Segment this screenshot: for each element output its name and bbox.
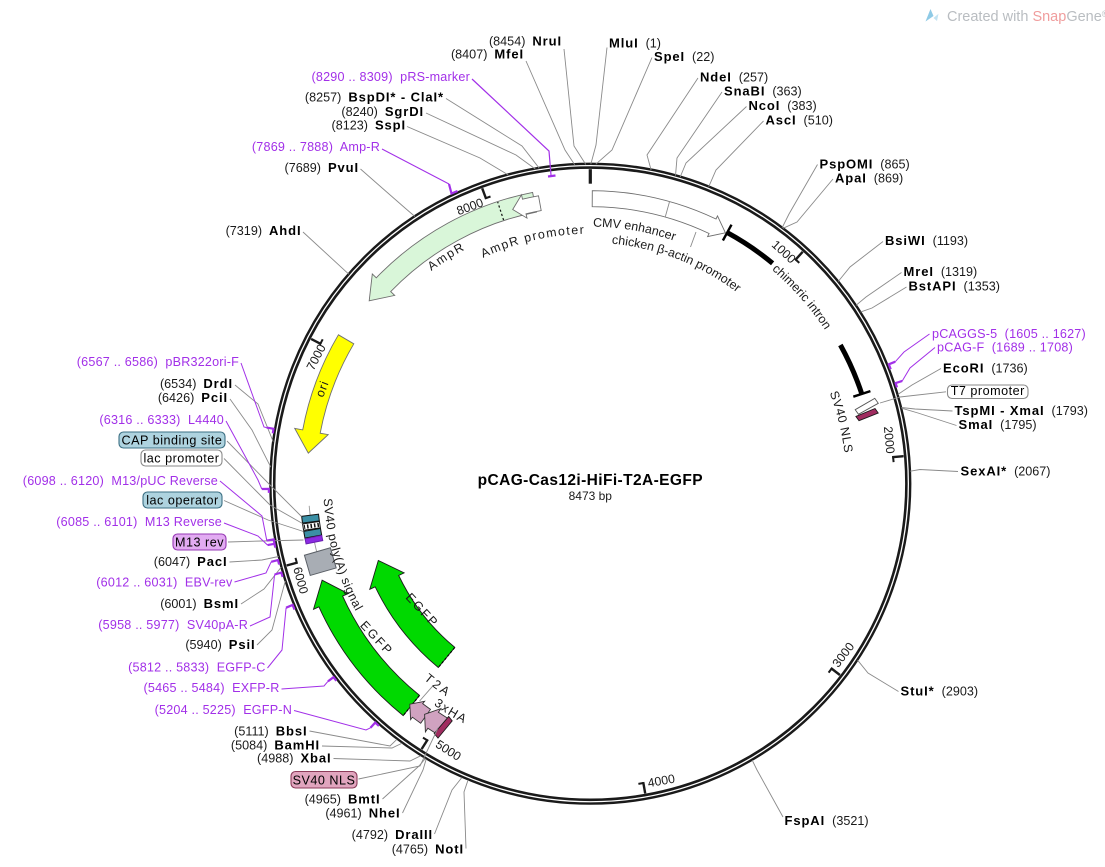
svg-text:(6534) DrdI: (6534) DrdI — [160, 376, 233, 391]
svg-text:SexAI* (2067): SexAI* (2067) — [961, 463, 1051, 478]
svg-text:(8257) BspDI* - ClaI*: (8257) BspDI* - ClaI* — [305, 90, 444, 105]
svg-text:Created with SnapGene®: Created with SnapGene® — [947, 9, 1105, 25]
svg-text:8473 bp: 8473 bp — [569, 489, 613, 503]
svg-text:M13 rev: M13 rev — [175, 536, 224, 550]
svg-text:(4988) XbaI: (4988) XbaI — [257, 751, 331, 766]
svg-text:(6085 .. 6101) M13 Reverse: (6085 .. 6101) M13 Reverse — [56, 515, 222, 529]
svg-text:lac operator: lac operator — [146, 494, 219, 508]
svg-text:TspMI - XmaI (1793): TspMI - XmaI (1793) — [955, 403, 1088, 418]
svg-text:NcoI (383): NcoI (383) — [749, 98, 817, 113]
svg-text:(6316 .. 6333) L4440: (6316 .. 6333) L4440 — [99, 413, 224, 427]
svg-text:(5084) BamHI: (5084) BamHI — [231, 738, 320, 753]
svg-text:6000: 6000 — [290, 565, 311, 595]
svg-text:(6098 .. 6120) M13/pUC Revers: (6098 .. 6120) M13/pUC Reverse — [23, 474, 218, 488]
svg-text:(7319) AhdI: (7319) AhdI — [226, 223, 302, 238]
svg-text:(6047) PacI: (6047) PacI — [154, 554, 228, 569]
svg-text:(4792) DraIII: (4792) DraIII — [352, 827, 433, 842]
svg-text:(6012 .. 6031) EBV-rev: (6012 .. 6031) EBV-rev — [96, 576, 233, 590]
svg-text:PspOMI (865): PspOMI (865) — [820, 156, 910, 171]
svg-text:(5958 .. 5977) SV40pA-R: (5958 .. 5977) SV40pA-R — [98, 618, 248, 632]
svg-text:(5204 .. 5225) EGFP-N: (5204 .. 5225) EGFP-N — [155, 703, 292, 717]
svg-text:SpeI (22): SpeI (22) — [654, 49, 714, 64]
svg-text:(5812 .. 5833) EGFP-C: (5812 .. 5833) EGFP-C — [128, 661, 265, 675]
svg-text:(5111) BbsI: (5111) BbsI — [234, 724, 307, 739]
svg-text:(8240) SgrDI: (8240) SgrDI — [341, 104, 424, 119]
svg-text:4000: 4000 — [647, 772, 677, 791]
svg-text:(5465 .. 5484) EXFP-R: (5465 .. 5484) EXFP-R — [144, 681, 280, 695]
svg-text:(4961) NheI: (4961) NheI — [325, 806, 400, 821]
svg-text:(6567 .. 6586) pBR322ori-F: (6567 .. 6586) pBR322ori-F — [77, 355, 239, 369]
svg-text:MreI (1319): MreI (1319) — [904, 264, 978, 279]
svg-text:pCAGGS-5 (1605 .. 1627): pCAGGS-5 (1605 .. 1627) — [932, 327, 1086, 341]
svg-text:T7 promoter: T7 promoter — [951, 384, 1025, 398]
svg-text:SmaI (1795): SmaI (1795) — [959, 417, 1037, 432]
svg-text:(8407) MfeI: (8407) MfeI — [451, 46, 524, 61]
svg-text:(4965) BmtI: (4965) BmtI — [305, 792, 381, 807]
svg-text:StuI* (2903): StuI* (2903) — [901, 684, 979, 699]
svg-text:EcoRI (1736): EcoRI (1736) — [943, 360, 1028, 375]
svg-text:(7689) PvuI: (7689) PvuI — [285, 160, 359, 175]
svg-text:(6001) BsmI: (6001) BsmI — [160, 596, 239, 611]
svg-text:(7869 .. 7888) Amp-R: (7869 .. 7888) Amp-R — [252, 140, 380, 154]
svg-text:(4765) NotI: (4765) NotI — [392, 842, 464, 857]
svg-text:lac promoter: lac promoter — [144, 452, 220, 466]
svg-text:ApaI (869): ApaI (869) — [835, 171, 903, 186]
svg-text:SV40 NLS: SV40 NLS — [293, 774, 356, 788]
svg-text:(8290 .. 8309) pRS-marker: (8290 .. 8309) pRS-marker — [312, 70, 471, 84]
svg-text:SnaBI (363): SnaBI (363) — [724, 84, 802, 99]
svg-text:pCAG-Cas12i-HiFi-T2A-EGFP: pCAG-Cas12i-HiFi-T2A-EGFP — [478, 472, 703, 489]
svg-text:(8454) NruI: (8454) NruI — [489, 34, 562, 49]
svg-text:BsiWI (1193): BsiWI (1193) — [885, 233, 968, 248]
svg-text:(6426) PciI: (6426) PciI — [158, 390, 228, 405]
svg-text:(5940) PsiI: (5940) PsiI — [185, 637, 255, 652]
svg-text:2000: 2000 — [881, 426, 897, 455]
svg-text:CAP binding site: CAP binding site — [122, 434, 223, 448]
svg-text:(8123) SspI: (8123) SspI — [332, 118, 406, 133]
svg-text:FspAI (3521): FspAI (3521) — [785, 813, 869, 828]
svg-text:MluI (1): MluI (1) — [609, 35, 661, 50]
svg-text:pCAG-F (1689 .. 1708): pCAG-F (1689 .. 1708) — [937, 341, 1073, 355]
svg-text:AscI (510): AscI (510) — [766, 113, 833, 128]
svg-text:BstAPI (1353): BstAPI (1353) — [909, 279, 1000, 294]
svg-text:ori: ori — [313, 378, 332, 399]
svg-text:NdeI (257): NdeI (257) — [700, 70, 768, 85]
